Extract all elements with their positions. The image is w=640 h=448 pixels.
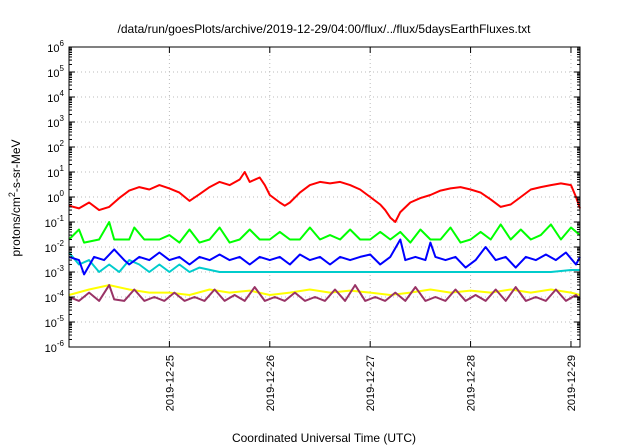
y-tick-base: 10 [47,68,59,80]
y-tick-exponent: -5 [57,314,65,323]
y-axis-label: protons/cm2-s-sr-MeV [7,139,23,256]
y-tick-base: 10 [47,143,59,155]
series-line-6 [68,284,581,302]
x-tick-label: 2019-12-28 [466,355,478,411]
y-tick-base: 10 [47,43,59,55]
y-tick-base: 10 [47,168,59,180]
chart-title: /data/run/goesPlots/archive/2019-12-29/0… [118,22,532,36]
series-layer [68,171,581,302]
y-tick-base: 10 [47,118,59,130]
grid-lines [69,47,580,347]
y-tick-base: 10 [47,93,59,105]
series-line-2 [68,221,581,244]
y-tick-label: 104 [47,89,64,105]
y-tick-base: 10 [45,343,57,355]
y-axis-label-rest: -s-sr-MeV [9,139,23,192]
y-tick-label: 103 [47,114,64,130]
series-line-5 [68,284,581,296]
x-tick-label: 2019-12-29 [566,355,578,411]
y-tick-exponent: 3 [60,114,65,123]
y-tick-exponent: 2 [60,139,65,148]
x-tick-label: 2019-12-26 [265,355,277,411]
y-tick-label: 10-6 [45,339,65,355]
y-tick-label: 100 [47,189,64,205]
y-tick-base: 10 [45,268,57,280]
y-axis-ticks: 10-610-510-410-310-210-11001011021031041… [45,39,580,355]
series-line-1 [68,171,581,223]
y-axis-label-text: protons/cm [9,197,23,256]
y-tick-exponent: -4 [57,289,65,298]
y-axis-label-sup: 2 [7,192,17,197]
y-tick-label: 10-4 [45,289,65,305]
x-tick-label: 2019-12-27 [365,355,377,411]
series-line-4 [68,238,581,276]
y-tick-exponent: 4 [60,89,65,98]
x-tick-label: 2019-12-25 [164,355,176,411]
x-axis-ticks: 2019-12-25 2019-12-26 2019-12-27 2019-12-28… [164,47,578,411]
y-tick-exponent: -1 [57,214,65,223]
y-tick-base: 10 [45,293,57,305]
y-tick-exponent: 6 [60,39,65,48]
y-tick-label: 101 [47,164,64,180]
y-tick-base: 10 [45,318,57,330]
y-tick-exponent: 1 [60,164,65,173]
y-tick-exponent: 0 [60,189,65,198]
y-tick-label: 102 [47,139,64,155]
x-axis-label: Coordinated Universal Time (UTC) [232,431,416,445]
y-tick-exponent: -6 [57,339,65,348]
y-tick-exponent: -2 [57,239,65,248]
y-tick-label: 10-3 [45,264,65,280]
y-tick-base: 10 [45,218,57,230]
y-tick-label: 105 [47,64,64,80]
y-tick-base: 10 [45,243,57,255]
y-tick-exponent: -3 [57,264,65,273]
y-tick-label: 10-1 [45,214,65,230]
y-tick-label: 10-5 [45,314,65,330]
y-tick-base: 10 [47,193,59,205]
y-tick-label: 10-2 [45,239,65,255]
y-tick-exponent: 5 [60,64,65,73]
series-line-3 [68,251,580,273]
y-tick-label: 106 [47,39,64,55]
